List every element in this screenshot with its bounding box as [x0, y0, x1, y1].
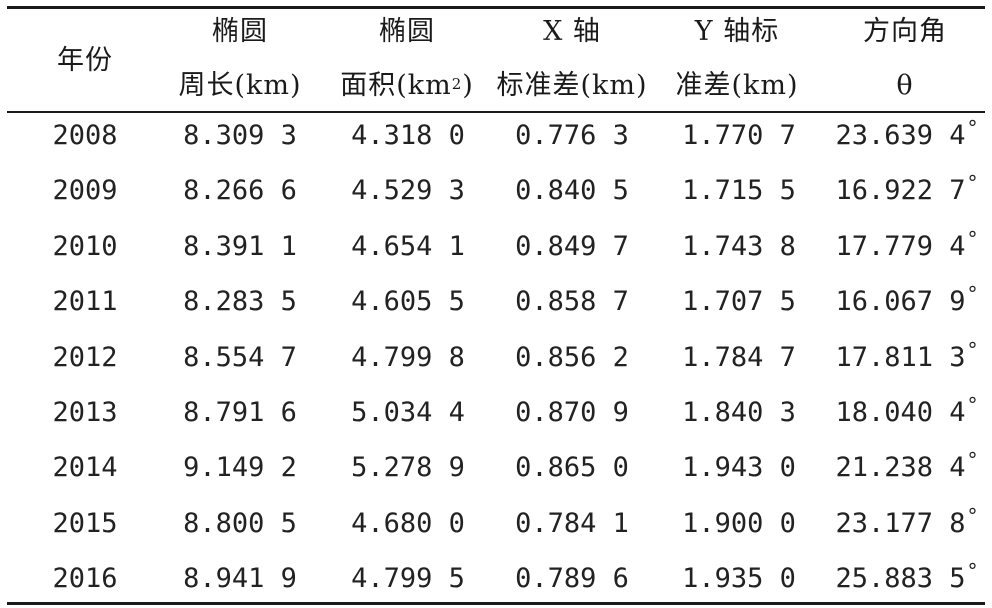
degree-symbol: °: [966, 393, 979, 417]
cell-angle: 23.639 4°: [827, 116, 987, 152]
cell-xstd: 0.865 0: [515, 452, 629, 484]
cell-angle: 25.883 5°: [827, 559, 987, 595]
cell-perimeter: 8.283 5: [183, 286, 297, 318]
cell-year: 2014: [52, 452, 118, 484]
cell-year: 2012: [52, 341, 118, 373]
cell-area: 4.799 8: [351, 341, 465, 373]
cell-perimeter: 8.309 3: [183, 120, 297, 151]
cell-angle: 17.811 3°: [827, 338, 987, 374]
degree-symbol: °: [966, 337, 979, 362]
header-perimeter-line1: 椭圆: [212, 16, 268, 47]
cell-year: 2009: [52, 175, 118, 207]
cell-xstd: 0.856 2: [515, 341, 629, 373]
cell-area: 4.680 0: [351, 507, 465, 539]
cell-area: 4.529 3: [351, 175, 465, 207]
cell-perimeter: 8.941 9: [183, 563, 297, 595]
cell-area: 5.278 9: [351, 452, 465, 484]
angle-value: 17.779 4: [835, 230, 966, 262]
cell-area: 4.605 5: [351, 286, 465, 318]
header-angle-line2: θ: [896, 70, 914, 101]
cell-ystd: 1.840 3: [682, 397, 796, 428]
cell-xstd: 0.789 6: [515, 563, 629, 595]
cell-area: 4.799 5: [351, 563, 465, 595]
cell-perimeter: 8.791 6: [183, 397, 297, 428]
top-rule: [7, 6, 985, 9]
cell-year: 2010: [52, 230, 118, 262]
angle-value: 21.238 4: [835, 452, 966, 484]
angle-value: 17.811 3: [835, 341, 966, 373]
cell-perimeter: 9.149 2: [183, 452, 297, 484]
degree-symbol: °: [966, 282, 979, 307]
angle-value: 25.883 5: [835, 563, 966, 595]
angle-value: 23.177 8: [835, 507, 966, 539]
header-year: 年份: [57, 45, 113, 76]
cell-angle: 17.779 4°: [827, 227, 987, 263]
angle-value: 16.922 7: [835, 175, 966, 207]
cell-perimeter: 8.266 6: [183, 175, 297, 207]
cell-ystd: 1.784 7: [682, 341, 796, 373]
cell-xstd: 0.776 3: [515, 120, 629, 151]
cell-year: 2015: [52, 507, 118, 539]
cell-perimeter: 8.800 5: [183, 507, 297, 539]
cell-year: 2008: [52, 120, 118, 151]
bottom-rule: [7, 602, 985, 605]
degree-symbol: °: [966, 171, 979, 196]
degree-symbol: °: [966, 559, 979, 584]
header-ystd-line1: Y 轴标: [694, 16, 780, 47]
cell-xstd: 0.870 9: [515, 397, 629, 428]
angle-value: 16.067 9: [835, 286, 966, 318]
cell-xstd: 0.784 1: [515, 507, 629, 539]
cell-ystd: 1.770 7: [682, 120, 796, 151]
degree-symbol: °: [966, 116, 979, 140]
cell-angle: 23.177 8°: [827, 504, 987, 540]
header-rule: [7, 111, 985, 113]
cell-angle: 16.067 9°: [827, 282, 987, 318]
cell-year: 2013: [52, 397, 118, 428]
cell-ystd: 1.935 0: [682, 563, 796, 595]
data-table: 年份 椭圆 周长(km) 椭圆 面积(km2) X 轴 标准差(km) Y 轴标…: [7, 0, 985, 608]
header-xstd-line2: 标准差(km): [496, 70, 648, 101]
cell-perimeter: 8.391 1: [183, 230, 297, 262]
degree-symbol: °: [966, 503, 979, 528]
cell-angle: 21.238 4°: [827, 448, 987, 484]
cell-angle: 18.040 4°: [827, 393, 987, 429]
cell-area: 5.034 4: [351, 397, 465, 428]
cell-ystd: 1.943 0: [682, 452, 796, 484]
angle-value: 18.040 4: [835, 397, 966, 428]
cell-perimeter: 8.554 7: [183, 341, 297, 373]
cell-ystd: 1.900 0: [682, 507, 796, 539]
cell-area: 4.318 0: [351, 120, 465, 151]
header-area-line2: 面积(km2): [340, 70, 474, 101]
cell-ystd: 1.715 5: [682, 175, 796, 207]
cell-ystd: 1.707 5: [682, 286, 796, 318]
header-perimeter-line2: 周长(km): [178, 70, 302, 101]
cell-angle: 16.922 7°: [827, 171, 987, 207]
cell-xstd: 0.849 7: [515, 230, 629, 262]
header-area-line1: 椭圆: [379, 16, 435, 47]
cell-xstd: 0.840 5: [515, 175, 629, 207]
cell-area: 4.654 1: [351, 230, 465, 262]
angle-value: 23.639 4: [835, 120, 966, 151]
cell-ystd: 1.743 8: [682, 230, 796, 262]
degree-symbol: °: [966, 226, 979, 251]
cell-year: 2011: [52, 286, 118, 318]
degree-symbol: °: [966, 448, 979, 473]
cell-xstd: 0.858 7: [515, 286, 629, 318]
header-ystd-line2: 准差(km): [675, 70, 799, 101]
header-xstd-line1: X 轴: [543, 16, 601, 47]
header-angle-line1: 方向角: [863, 16, 947, 47]
cell-year: 2016: [52, 563, 118, 595]
